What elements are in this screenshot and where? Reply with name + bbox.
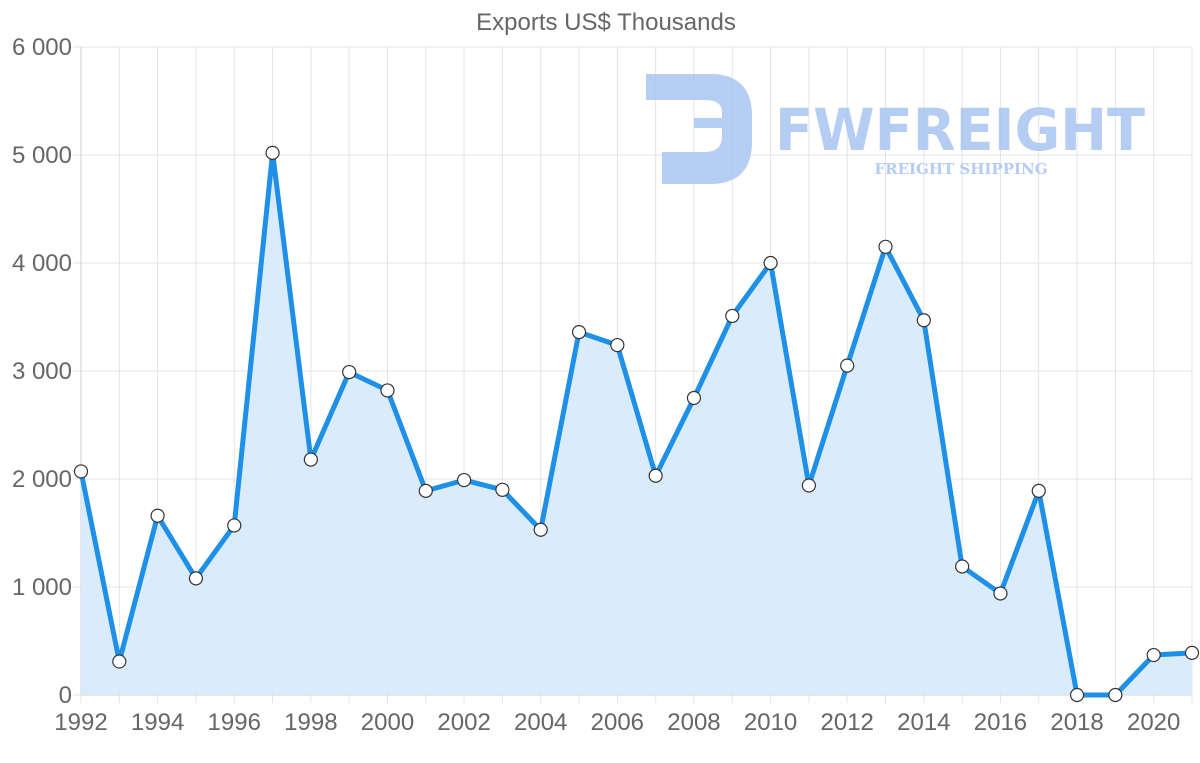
x-tick-label: 2000 [361, 709, 414, 736]
data-point[interactable] [878, 239, 893, 254]
data-point[interactable] [1184, 645, 1200, 660]
data-point[interactable] [993, 586, 1008, 601]
x-tick-label: 2010 [744, 709, 797, 736]
axis-ticks: 0 1 000 2 000 3 000 4 000 5 000 6 000 1992 1994 1… [12, 34, 1180, 736]
data-point[interactable] [495, 482, 510, 497]
y-tick-label: 1 000 [12, 574, 72, 601]
y-tick-label: 5 000 [12, 142, 72, 169]
data-point[interactable] [763, 255, 778, 271]
data-points [73, 145, 1200, 703]
y-tick-label: 3 000 [12, 358, 72, 385]
y-tick-label: 6 000 [12, 34, 72, 61]
fwfreight-logo-icon [646, 74, 752, 184]
data-point[interactable] [188, 571, 204, 586]
data-point[interactable] [265, 145, 280, 160]
x-tick-label: 2012 [821, 709, 874, 736]
data-point[interactable] [418, 483, 433, 498]
data-point[interactable] [648, 468, 663, 483]
data-point[interactable] [955, 559, 970, 574]
chart-title: Exports US$ Thousands [476, 9, 736, 36]
data-point[interactable] [380, 383, 395, 398]
data-point[interactable] [725, 308, 740, 324]
data-point[interactable] [227, 518, 242, 533]
x-tick-label: 1998 [284, 709, 337, 736]
data-point[interactable] [457, 472, 472, 488]
fwfreight-watermark: FWFREIGHT FREIGHT SHIPPING [646, 74, 1145, 184]
x-tick-label: 2004 [514, 709, 567, 736]
data-point[interactable] [303, 452, 318, 467]
series-area [81, 152, 1192, 696]
data-point[interactable] [571, 325, 587, 340]
data-point[interactable] [112, 654, 127, 669]
data-point[interactable] [342, 364, 357, 380]
x-tick-label: 2020 [1127, 709, 1180, 736]
data-point[interactable] [1069, 687, 1085, 703]
x-tick-label: 2008 [667, 709, 720, 736]
data-point[interactable] [840, 358, 855, 373]
data-point[interactable] [686, 390, 702, 406]
watermark-tagline: FREIGHT SHIPPING [874, 160, 1047, 178]
data-point[interactable] [1108, 687, 1123, 703]
x-tick-label: 2006 [591, 709, 644, 736]
data-point[interactable] [533, 522, 548, 537]
data-point[interactable] [1146, 647, 1161, 663]
x-tick-label: 1996 [208, 709, 261, 736]
y-tick-label: 2 000 [12, 466, 72, 493]
series-line [78, 150, 1193, 698]
data-point[interactable] [801, 478, 816, 493]
x-tick-label: 1992 [54, 709, 107, 736]
data-point[interactable] [1031, 483, 1046, 498]
x-tick-label: 1994 [131, 709, 184, 736]
x-tick-label: 2018 [1050, 709, 1103, 736]
data-point[interactable] [73, 464, 89, 479]
y-tick-label: 4 000 [12, 250, 72, 277]
data-point[interactable] [916, 313, 931, 328]
x-tick-label: 2016 [974, 709, 1027, 736]
watermark-brand: FWFREIGHT [775, 96, 1145, 164]
x-tick-label: 2002 [437, 709, 490, 736]
data-point[interactable] [610, 337, 625, 353]
x-tick-label: 2014 [897, 709, 950, 736]
y-tick-label: 0 [59, 682, 72, 709]
data-point[interactable] [150, 508, 165, 523]
